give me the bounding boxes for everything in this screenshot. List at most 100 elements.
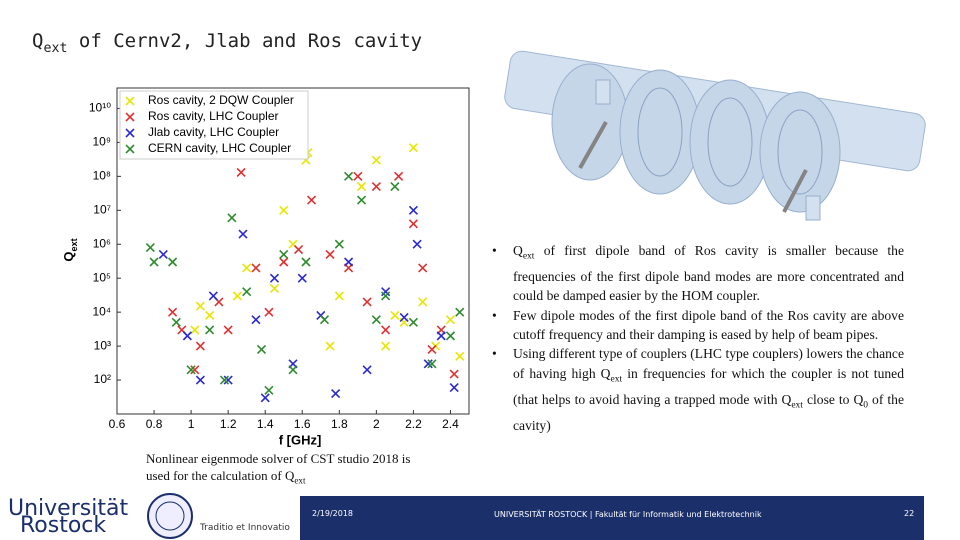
bullet: Qext of first dipole band of Ros cavity … xyxy=(492,241,904,306)
point xyxy=(356,195,367,205)
point xyxy=(269,283,280,293)
point xyxy=(449,383,459,393)
point xyxy=(371,315,381,325)
point xyxy=(371,181,381,192)
point xyxy=(319,315,330,325)
point xyxy=(186,365,196,375)
point xyxy=(219,375,230,385)
point xyxy=(205,325,215,335)
x-tick-label: 0.8 xyxy=(146,417,163,431)
x-tick-label: 2.4 xyxy=(442,417,459,431)
text-part: Few dipole modes of the first dipole ban… xyxy=(513,307,904,342)
point xyxy=(381,325,391,335)
point xyxy=(390,181,400,192)
point xyxy=(260,393,270,403)
text-part: of Cernv2, Jlab and Ros cavity xyxy=(67,30,423,52)
y-tick-label: 10² xyxy=(94,372,111,386)
text-part: Using different type of couplers (LHC ty… xyxy=(513,346,904,381)
subscript: ext xyxy=(791,400,803,411)
point xyxy=(223,325,233,335)
legend-label: Ros cavity, 2 DQW Coupler xyxy=(148,93,294,107)
y-tick-label: 10⁶ xyxy=(93,236,111,250)
slide-title: Qext of Cernv2, Jlab and Ros cavity xyxy=(32,30,422,56)
legend-label: CERN cavity, LHC Coupler xyxy=(148,141,291,155)
legend-marker xyxy=(125,128,135,138)
y-tick-label: 10³ xyxy=(94,338,111,352)
point xyxy=(423,359,433,369)
point xyxy=(195,301,205,311)
point xyxy=(171,317,181,327)
text-part: close to Q xyxy=(802,391,864,407)
caption: Nonlinear eigenmode solver of CST studio… xyxy=(146,450,436,490)
page-number: 22 xyxy=(904,509,915,518)
point xyxy=(331,388,341,399)
subscript: ext xyxy=(610,374,623,385)
point xyxy=(238,229,248,239)
point xyxy=(279,257,289,267)
point xyxy=(145,242,155,253)
bullet: Few dipole modes of the first dipole ban… xyxy=(492,306,904,345)
point xyxy=(356,181,367,192)
legend-label: Jlab cavity, LHC Coupler xyxy=(148,125,279,139)
y-tick-label: 10⁵ xyxy=(93,270,111,284)
subscript: ext xyxy=(43,40,68,56)
text-part: of first dipole band of Ros cavity is sm… xyxy=(513,243,904,304)
point xyxy=(427,359,437,369)
y-axis-label: Qext xyxy=(61,238,79,261)
point xyxy=(325,341,335,351)
y-tick-label: 10⁴ xyxy=(92,304,111,318)
point xyxy=(251,263,261,273)
x-tick-label: 2 xyxy=(373,417,380,431)
x-tick-label: 1.8 xyxy=(331,417,348,431)
text-part: in frequencies for which the coupler is … xyxy=(513,365,904,407)
x-tick-label: 2.2 xyxy=(405,417,422,431)
point xyxy=(445,331,456,341)
point xyxy=(149,257,159,267)
point xyxy=(418,263,428,273)
point xyxy=(168,307,178,317)
point xyxy=(293,244,304,255)
x-tick-label: 1.2 xyxy=(220,417,237,431)
y-tick-label: 10⁷ xyxy=(93,202,111,216)
point xyxy=(427,344,437,354)
legend-label: Ros cavity, LHC Coupler xyxy=(148,109,279,123)
x-tick-label: 0.6 xyxy=(109,417,126,431)
point xyxy=(408,219,418,229)
point xyxy=(408,317,418,327)
point xyxy=(168,257,178,267)
point xyxy=(334,291,344,301)
point xyxy=(195,375,205,385)
point xyxy=(264,307,274,317)
point xyxy=(362,365,372,375)
point xyxy=(371,155,381,165)
point xyxy=(301,257,311,267)
point xyxy=(264,385,274,395)
point xyxy=(436,331,446,341)
bullet: Using different type of couplers (LHC ty… xyxy=(492,344,904,435)
point xyxy=(242,287,252,297)
point xyxy=(297,273,307,283)
point xyxy=(279,249,289,260)
point xyxy=(223,375,233,385)
point xyxy=(353,171,363,181)
chart: 0.6 0.8 1 1.2 1.4 1.6 1.8 2 2.2 2.4 10² 10³ 10⁴ 10⁵ 10… xyxy=(89,90,465,431)
cavity-illustration xyxy=(504,50,926,221)
footer-bar xyxy=(300,496,924,540)
plot-frame xyxy=(116,87,470,415)
point xyxy=(399,312,409,322)
point xyxy=(236,167,246,178)
point xyxy=(381,291,391,301)
legend-marker xyxy=(125,112,135,122)
point xyxy=(445,315,456,325)
footer-date: 2/19/2018 xyxy=(312,509,354,518)
legend-marker xyxy=(125,144,135,154)
x-tick-label: 1 xyxy=(188,417,195,431)
point xyxy=(158,249,168,260)
subscript: ext xyxy=(522,251,535,262)
point xyxy=(325,249,335,260)
text-part: Q xyxy=(32,30,44,52)
logo-line: Rostock xyxy=(20,513,107,538)
legend-marker xyxy=(125,96,135,106)
